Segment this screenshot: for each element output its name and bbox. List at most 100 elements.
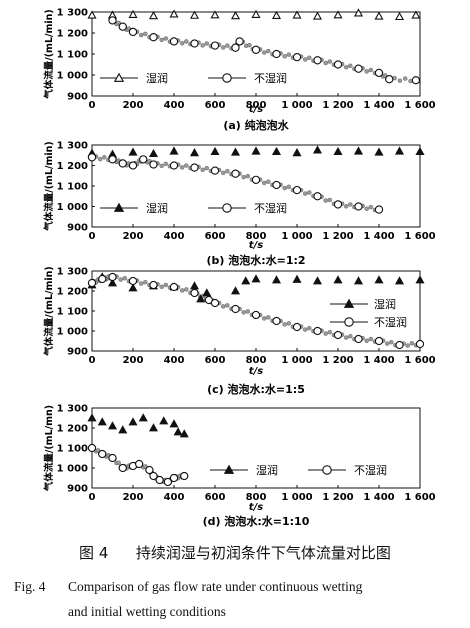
- y-tick-label: 900: [67, 484, 88, 495]
- figure-caption-cn: 图 4 持续润湿与初润条件下气体流量对比图: [0, 542, 470, 563]
- wet-marker: [128, 417, 138, 426]
- wet-marker: [210, 10, 220, 19]
- trend-dot: [241, 174, 246, 180]
- trend-dot: [225, 303, 230, 308]
- panel-title: (d) 泡泡水:水=1:10: [203, 514, 310, 528]
- trend-dot: [348, 63, 353, 69]
- nonwet-marker: [108, 16, 117, 25]
- wet-marker: [107, 278, 118, 287]
- nonwet-marker: [149, 160, 158, 169]
- trend-dot: [266, 48, 271, 54]
- trend-dot: [405, 343, 410, 348]
- x-axis-label: t/s: [249, 240, 263, 251]
- trend-dot: [220, 45, 226, 50]
- trend-dot: [327, 59, 333, 64]
- legend-label: 湿润: [146, 71, 168, 85]
- wet-marker: [411, 10, 421, 19]
- trend-dot: [327, 197, 333, 203]
- trend-dot: [348, 202, 353, 207]
- x-tick-label: 0: [89, 355, 96, 366]
- nonwet-marker: [395, 340, 404, 350]
- wet-marker: [271, 10, 282, 20]
- x-tick-label: 1 200: [322, 100, 353, 111]
- trend-dot: [245, 309, 251, 314]
- nonwet-marker: [251, 310, 261, 320]
- nonwet-marker: [333, 330, 343, 340]
- trend-dot: [364, 206, 369, 212]
- chart-panel: 0 200 400 600 800 1 000 1 200 1 400 1 600 900 1 00…: [43, 141, 436, 268]
- trend-dot: [266, 179, 271, 184]
- wet-marker: [353, 8, 364, 17]
- wet-marker: [353, 276, 364, 285]
- wet-marker: [173, 427, 183, 436]
- trend-dot: [163, 36, 169, 41]
- trend-dot: [116, 460, 121, 466]
- trend-dot: [116, 20, 121, 26]
- trend-dot: [261, 50, 267, 55]
- trend-dot: [409, 340, 415, 346]
- wet-marker: [169, 419, 179, 428]
- legend-label: 湿润: [256, 463, 278, 477]
- x-tick-label: 1 000: [281, 355, 312, 366]
- x-tick-label: 800: [246, 355, 267, 366]
- legend-label: 湿润: [374, 297, 396, 311]
- wet-marker: [312, 11, 323, 20]
- nonwet-marker: [108, 272, 117, 282]
- nonwet-marker: [169, 473, 179, 483]
- nonwet-marker: [272, 316, 281, 326]
- nonwet-marker: [231, 43, 240, 52]
- wet-marker: [169, 9, 179, 18]
- nonwet-marker: [333, 60, 343, 69]
- y-tick-label: 1 100: [57, 50, 88, 61]
- wet-marker: [251, 146, 261, 155]
- nonwet-marker: [292, 322, 302, 332]
- trend-dot: [184, 287, 189, 292]
- trend-dot: [247, 42, 252, 48]
- trend-dot: [364, 338, 369, 344]
- y-tick-label: 900: [67, 92, 88, 103]
- nonwet-marker: [292, 185, 302, 195]
- x-tick-label: 400: [164, 231, 185, 242]
- wet-marker: [107, 421, 118, 430]
- trend-dot: [368, 204, 374, 210]
- trend-dot: [282, 54, 287, 59]
- trend-dot: [323, 331, 328, 336]
- y-tick-label: 1 000: [57, 464, 88, 475]
- trend-dot: [261, 316, 267, 321]
- x-tick-label: 1 000: [281, 492, 312, 503]
- trend-dot: [138, 32, 144, 38]
- wet-marker: [87, 413, 97, 422]
- wet-marker: [271, 275, 282, 284]
- nonwet-marker: [169, 37, 179, 46]
- x-tick-label: 600: [205, 355, 226, 366]
- trend-dot: [225, 43, 230, 48]
- wet-marker: [230, 286, 241, 295]
- legend-marker: [113, 202, 125, 212]
- nonwet-marker: [210, 298, 220, 308]
- trend-dot: [159, 284, 164, 290]
- legend-label: 不湿润: [254, 71, 287, 85]
- trend-dot: [302, 57, 308, 62]
- x-tick-label: 1 600: [404, 492, 435, 503]
- trend-dot: [266, 315, 271, 320]
- y-tick-label: 1 000: [57, 71, 88, 82]
- nonwet-marker: [149, 471, 158, 481]
- x-tick-label: 0: [89, 100, 96, 111]
- trend-dot: [220, 304, 226, 309]
- wet-marker: [148, 148, 159, 158]
- nonwet-marker: [145, 465, 154, 475]
- y-tick-label: 1 300: [57, 8, 88, 19]
- nonwet-marker: [155, 475, 164, 485]
- y-tick-label: 1 100: [57, 444, 88, 455]
- nonwet-marker: [411, 76, 421, 85]
- wet-marker: [148, 423, 159, 432]
- x-tick-label: 800: [246, 100, 267, 111]
- trend-dot: [343, 204, 349, 209]
- trend-dot: [245, 173, 251, 179]
- trend-dot: [286, 184, 292, 190]
- wet-marker: [128, 283, 138, 292]
- trend-dot: [364, 69, 369, 74]
- y-tick-label: 1 200: [57, 161, 88, 172]
- nonwet-marker: [415, 339, 425, 349]
- legend-label: 不湿润: [354, 463, 387, 477]
